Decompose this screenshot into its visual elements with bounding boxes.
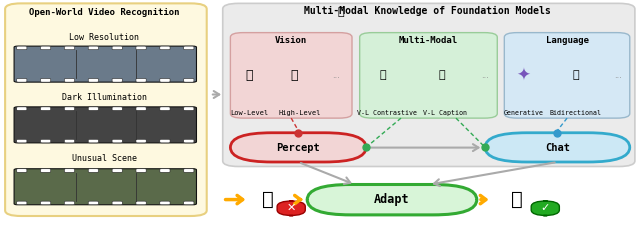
Text: ...: ...	[481, 71, 489, 80]
Text: Vision: Vision	[275, 36, 307, 45]
Text: Language: Language	[545, 36, 589, 45]
FancyBboxPatch shape	[112, 46, 122, 50]
FancyBboxPatch shape	[17, 169, 27, 172]
FancyBboxPatch shape	[160, 46, 170, 50]
Text: Dark Illumination: Dark Illumination	[62, 93, 147, 102]
FancyBboxPatch shape	[136, 139, 146, 143]
FancyBboxPatch shape	[184, 46, 194, 50]
Text: 🔭: 🔭	[573, 70, 579, 80]
FancyBboxPatch shape	[277, 201, 305, 216]
FancyBboxPatch shape	[88, 139, 99, 143]
FancyBboxPatch shape	[88, 46, 99, 50]
FancyBboxPatch shape	[112, 139, 122, 143]
FancyBboxPatch shape	[360, 33, 497, 118]
FancyBboxPatch shape	[17, 79, 27, 82]
FancyBboxPatch shape	[504, 33, 630, 118]
Text: Adapt: Adapt	[374, 193, 410, 206]
FancyBboxPatch shape	[65, 201, 75, 205]
FancyBboxPatch shape	[223, 3, 635, 166]
FancyBboxPatch shape	[112, 107, 122, 110]
FancyBboxPatch shape	[160, 169, 170, 172]
Text: V-L Contrastive: V-L Contrastive	[356, 110, 417, 116]
FancyBboxPatch shape	[230, 33, 352, 118]
FancyBboxPatch shape	[184, 107, 194, 110]
FancyBboxPatch shape	[88, 201, 99, 205]
FancyBboxPatch shape	[65, 46, 75, 50]
FancyBboxPatch shape	[88, 169, 99, 172]
Text: 🤖: 🤖	[511, 190, 523, 209]
Text: Open-World Video Recognition: Open-World Video Recognition	[29, 8, 180, 17]
Text: 🤖: 🤖	[262, 190, 273, 209]
Text: ...: ...	[332, 71, 340, 80]
Text: ✓: ✓	[541, 203, 550, 213]
FancyBboxPatch shape	[112, 201, 122, 205]
FancyBboxPatch shape	[14, 46, 196, 82]
FancyBboxPatch shape	[136, 169, 146, 172]
FancyBboxPatch shape	[160, 139, 170, 143]
FancyBboxPatch shape	[14, 107, 196, 143]
Text: ✕: ✕	[287, 203, 296, 213]
Text: Low Resolution: Low Resolution	[69, 33, 140, 42]
FancyBboxPatch shape	[112, 169, 122, 172]
Text: Low-Level: Low-Level	[230, 110, 269, 116]
FancyBboxPatch shape	[184, 201, 194, 205]
FancyBboxPatch shape	[230, 133, 366, 162]
Text: ...: ...	[614, 71, 621, 80]
FancyBboxPatch shape	[136, 79, 146, 82]
FancyBboxPatch shape	[184, 79, 194, 82]
FancyBboxPatch shape	[65, 79, 75, 82]
FancyBboxPatch shape	[65, 139, 75, 143]
FancyBboxPatch shape	[160, 107, 170, 110]
Text: V-L Caption: V-L Caption	[423, 110, 467, 116]
FancyBboxPatch shape	[17, 139, 27, 143]
Text: 🗃: 🗃	[246, 69, 253, 82]
Text: Chat: Chat	[545, 143, 570, 153]
Text: Unusual Scene: Unusual Scene	[72, 154, 137, 163]
FancyBboxPatch shape	[88, 107, 99, 110]
FancyBboxPatch shape	[112, 79, 122, 82]
FancyBboxPatch shape	[14, 169, 196, 205]
Text: Bidirectional: Bidirectional	[550, 110, 602, 116]
FancyBboxPatch shape	[17, 46, 27, 50]
FancyBboxPatch shape	[307, 184, 477, 215]
FancyBboxPatch shape	[531, 201, 559, 216]
Text: Multi-Modal Knowledge of Foundation Models: Multi-Modal Knowledge of Foundation Mode…	[304, 6, 551, 16]
Text: ✦: ✦	[516, 66, 531, 84]
FancyBboxPatch shape	[17, 201, 27, 205]
FancyBboxPatch shape	[40, 79, 51, 82]
Text: Percept: Percept	[276, 143, 320, 153]
FancyBboxPatch shape	[136, 46, 146, 50]
FancyBboxPatch shape	[184, 169, 194, 172]
Text: 🦜: 🦜	[438, 70, 445, 80]
FancyBboxPatch shape	[184, 139, 194, 143]
FancyBboxPatch shape	[485, 133, 630, 162]
FancyBboxPatch shape	[88, 79, 99, 82]
Text: Generative: Generative	[504, 110, 543, 116]
FancyBboxPatch shape	[65, 107, 75, 110]
Text: Multi-Modal: Multi-Modal	[399, 36, 458, 45]
FancyBboxPatch shape	[5, 3, 207, 216]
FancyBboxPatch shape	[160, 201, 170, 205]
FancyBboxPatch shape	[40, 201, 51, 205]
FancyBboxPatch shape	[40, 139, 51, 143]
Text: 🖼: 🖼	[380, 70, 386, 80]
FancyBboxPatch shape	[136, 107, 146, 110]
FancyBboxPatch shape	[160, 79, 170, 82]
FancyBboxPatch shape	[40, 169, 51, 172]
FancyBboxPatch shape	[40, 46, 51, 50]
FancyBboxPatch shape	[17, 107, 27, 110]
FancyBboxPatch shape	[65, 169, 75, 172]
Text: High-Level: High-Level	[278, 110, 321, 116]
Text: 🤺: 🤺	[291, 69, 298, 82]
Text: 🧰: 🧰	[338, 7, 344, 17]
FancyBboxPatch shape	[40, 107, 51, 110]
FancyBboxPatch shape	[136, 201, 146, 205]
